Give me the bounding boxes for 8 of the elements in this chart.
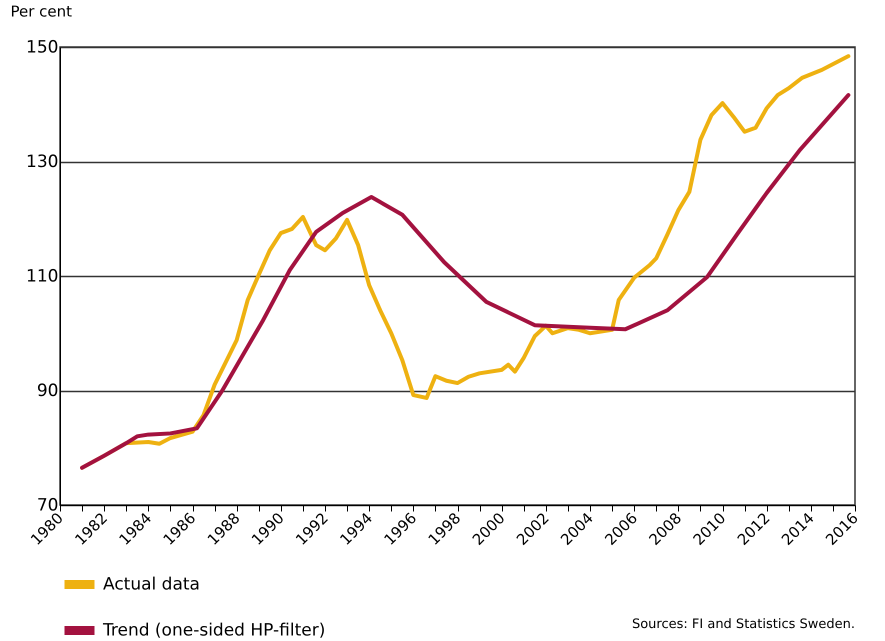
legend-label: Actual data [103,574,200,594]
y-tick-label: 110 [26,266,58,286]
y-tick-label: 150 [26,38,58,58]
source-note: Sources: FI and Statistics Sweden. [632,617,855,632]
y-tick-label: 90 [36,381,58,401]
y-axis-title: Per cent [10,2,72,20]
y-tick-label: 130 [26,152,58,172]
legend-label: Trend (one-sided HP-filter) [102,620,326,640]
